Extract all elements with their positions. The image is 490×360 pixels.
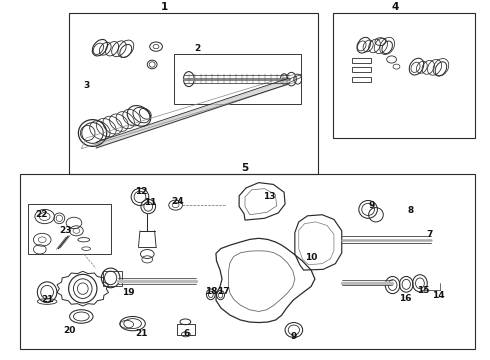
Text: 6: 6 [183, 329, 190, 338]
Text: 23: 23 [59, 226, 72, 235]
Text: 4: 4 [392, 2, 399, 12]
Bar [351, 58, 371, 63]
Bar [333, 13, 475, 138]
Text: 9: 9 [291, 332, 297, 341]
Text: 19: 19 [122, 288, 135, 297]
Text: 1: 1 [161, 2, 168, 12]
Text: 10: 10 [305, 253, 317, 262]
Text: 22: 22 [35, 210, 48, 219]
Text: 13: 13 [263, 192, 276, 201]
Text: 15: 15 [417, 286, 430, 295]
Text: 21: 21 [41, 295, 53, 304]
Text: 2: 2 [194, 44, 200, 53]
Bar [176, 324, 195, 335]
Text: 11: 11 [145, 198, 157, 207]
Text: 14: 14 [432, 291, 444, 300]
Text: 3: 3 [83, 81, 89, 90]
Text: 8: 8 [407, 206, 413, 215]
Bar [69, 13, 318, 174]
Text: 24: 24 [172, 197, 184, 206]
Bar [351, 77, 371, 82]
Bar [351, 67, 371, 72]
Text: 18: 18 [204, 287, 217, 296]
Bar [27, 204, 111, 254]
Bar [174, 54, 301, 104]
Text: 16: 16 [399, 294, 412, 303]
Text: 7: 7 [426, 230, 433, 239]
Text: 17: 17 [217, 287, 229, 296]
Text: 20: 20 [63, 326, 75, 335]
Bar [103, 271, 122, 286]
Text: 9: 9 [369, 201, 375, 210]
Text: 5: 5 [242, 163, 248, 174]
Text: 12: 12 [135, 187, 147, 196]
Bar [20, 174, 475, 348]
Text: 21: 21 [135, 329, 147, 338]
